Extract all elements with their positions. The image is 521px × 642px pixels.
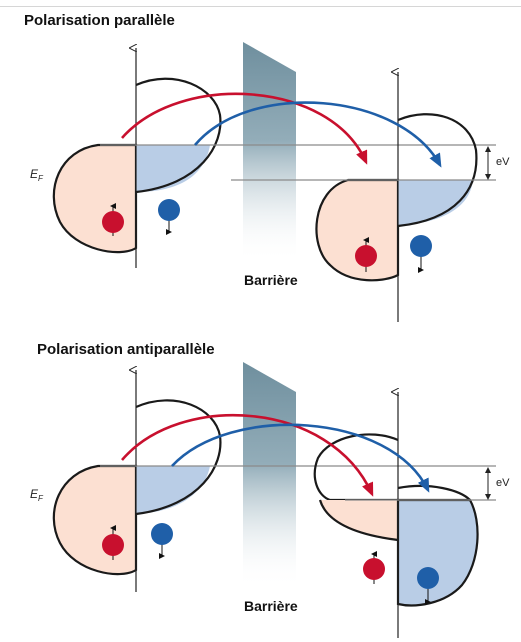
- left-minority-filled: [136, 145, 210, 192]
- spin-up-electron-right: [355, 245, 377, 267]
- ev-label: eV: [496, 477, 510, 489]
- barrier-label-parallel: Barrière: [244, 272, 298, 288]
- spin-down-electron-left: [151, 523, 173, 545]
- panel-parallel: EF eV: [30, 42, 510, 322]
- barrier-label-antiparallel: Barrière: [244, 598, 298, 614]
- tunnel-barrier: [243, 362, 296, 588]
- top-divider: [0, 6, 521, 7]
- left-majority-band: [52, 464, 138, 576]
- ev-arrow-top: [485, 146, 491, 152]
- right-majority-band: [396, 498, 479, 607]
- spin-up-electron-left: [102, 211, 124, 233]
- ev-arrow-bottom: [485, 174, 491, 180]
- panel-title-antiparallel: Polarisation antiparallèle: [37, 341, 215, 358]
- spin-down-electron-left: [158, 199, 180, 221]
- spin-down-electron-right: [410, 235, 432, 257]
- right-majority-upper-outline: [397, 484, 471, 501]
- right-minority-band: [313, 433, 399, 502]
- panel-antiparallel: EF eV: [30, 362, 510, 638]
- ev-label: eV: [496, 156, 510, 168]
- tunnel-arrow-spin-down: [171, 423, 430, 493]
- tunnel-arrow-spin-up: [121, 92, 368, 165]
- right-majority-band: [315, 178, 400, 282]
- spin-up-electron-right: [363, 558, 385, 580]
- fermi-energy-label: EF: [30, 487, 44, 503]
- spin-down-electron-right: [417, 567, 439, 589]
- right-minority-filled: [398, 180, 473, 226]
- fermi-energy-label: EF: [30, 167, 44, 183]
- right-minority-filled: [320, 500, 398, 540]
- spin-up-electron-left: [102, 534, 124, 556]
- tunnel-arrow-spin-down: [194, 101, 442, 168]
- right-minority-lower-outline: [318, 499, 399, 542]
- tunnel-arrow-spin-up: [121, 413, 374, 497]
- panel-title-parallel: Polarisation parallèle: [24, 12, 175, 29]
- left-minority-band: [135, 77, 222, 194]
- right-minority-band: [397, 113, 478, 228]
- ev-arrow-bottom: [485, 494, 491, 500]
- tunnel-barrier: [243, 42, 296, 262]
- left-majority-band: [52, 143, 138, 254]
- left-minority-filled: [136, 466, 210, 514]
- ev-arrow-top: [485, 467, 491, 473]
